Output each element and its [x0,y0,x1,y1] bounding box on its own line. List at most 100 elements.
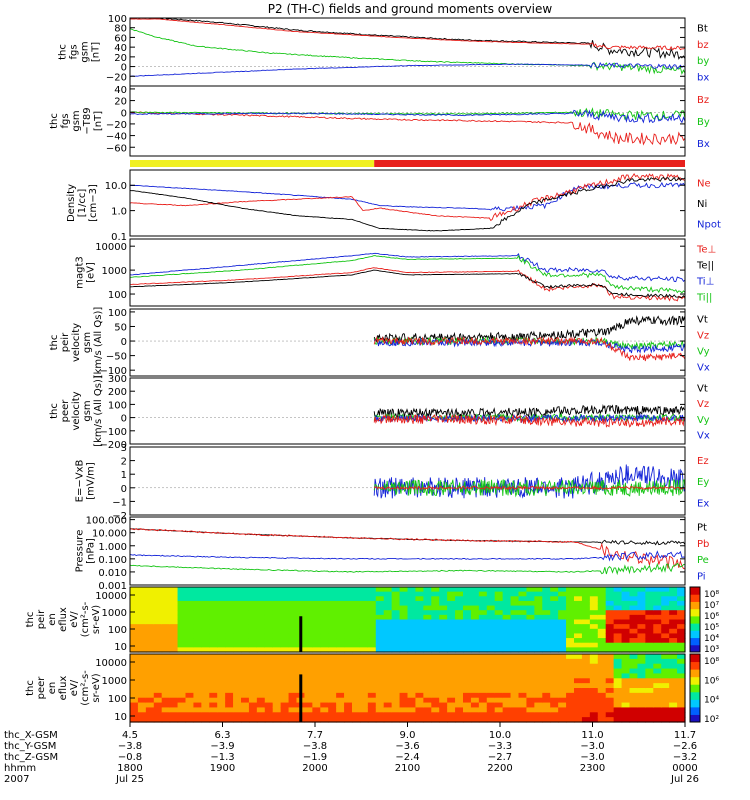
colorbar-segment [690,654,700,663]
spectrogram-cell [558,614,567,621]
spectrogram-cell [415,638,424,644]
spectrogram-cell [193,688,202,694]
legend-entry: Bx [697,139,710,150]
spectrogram-cell [137,605,147,611]
spectrogram-cell [645,596,654,602]
spectrogram-cell [407,692,417,699]
spectrogram-cell [550,717,559,723]
spectrogram-cell [248,717,258,723]
spectrogram-cell [256,610,266,616]
spectrogram-cell [288,600,298,607]
spectrogram-cell [542,658,551,665]
spectrogram-cell [526,658,535,665]
spectrogram-cell [510,707,520,713]
spectrogram-cell [169,688,179,694]
spectrogram-cell [542,624,551,630]
spectrogram-cell [574,668,583,675]
spectrogram-cell [288,587,298,593]
spectrogram-cell [439,642,448,648]
spectrogram-cell [161,605,171,611]
spectrogram-cell [661,658,670,665]
spectrogram-cell [677,678,686,684]
spectrogram-cell [621,654,631,660]
spectrogram-cell [653,614,662,621]
spectrogram-cell [320,688,329,694]
spectrogram-cell [661,717,670,723]
spectrogram-cell [209,642,218,648]
spectrogram-cell [359,619,369,625]
x-row-label: thc_Z-GSM [4,752,58,763]
spectrogram-cell [391,707,401,713]
y-tick-label: 1 [121,470,127,481]
spectrogram-cell [130,628,139,635]
spectrogram-cell [613,668,623,675]
spectrogram-cell [518,673,528,679]
spectrogram-cell [470,610,480,616]
spectrogram-cell [153,628,163,635]
spectrogram-cell [558,647,567,653]
spectrogram-cell [581,619,591,625]
spectrogram-cell [217,678,226,684]
spectrogram-cell [629,673,639,679]
spectrogram-cell [502,587,512,593]
colorbar-segment [690,661,700,670]
spectrogram-cell [637,683,646,689]
spectrogram-cell [185,712,195,718]
spectrogram-cell [177,668,187,675]
spectrogram-cell [177,712,187,718]
spectrogram-cell [320,605,329,611]
spectrogram-cell [201,688,210,694]
spectrogram-cell [589,673,599,679]
spectrogram-cell [423,638,432,644]
panel-ylabel-line: eflux [58,676,69,701]
spectrogram-cell [581,600,591,607]
spectrogram-cell [344,642,353,648]
y-tick-label: 0 [121,484,127,495]
y-tick-label: 0.100 [98,555,127,566]
spectrogram-cell [336,638,345,644]
spectrogram-cell [542,642,551,648]
spectrogram-cell [502,614,512,621]
spectrogram-cell [526,712,535,718]
spectrogram-cell [455,633,464,639]
spectrogram-cell [677,619,686,625]
spectrogram-cell [605,717,615,723]
spectrogram-cell [455,707,464,713]
spectrogram-cell [169,663,179,670]
spectrogram-cell [463,683,472,689]
spectrogram-cell [153,638,163,644]
spectrogram-cell [241,707,250,713]
spectrogram-cell [613,678,623,684]
spectrogram-cell [439,647,448,653]
spectrogram-cell [502,712,512,718]
spectrogram-cell [359,633,369,639]
spectrogram-cell [399,587,409,593]
spectrogram-cell [288,707,298,713]
spectrogram-cell [502,673,512,679]
spectrogram-cell [661,614,670,621]
spectrogram-cell [605,633,615,639]
spectrogram-cell [431,628,440,635]
spectrogram-cell [589,668,599,675]
spectrogram-cell [574,692,583,699]
spectrogram-cell [431,692,440,699]
spectrogram-cell [589,688,599,694]
spectrogram-cell [621,663,631,670]
spectrogram-cell [280,624,290,630]
panel-ylabel-line: velocity [71,323,82,362]
spectrogram-cell [264,591,274,597]
spectrogram-cell [439,717,448,723]
spectrogram-cell [209,614,218,621]
spectrogram-cell [447,688,456,694]
spectrogram-cell [526,697,535,704]
spectrogram-cell [439,633,448,639]
spectrogram-cell [344,587,353,593]
spectrogram-cell [137,692,147,699]
spectrogram-cell [399,678,409,684]
spectrogram-cell [241,678,250,684]
spectrogram-cell [439,614,448,621]
series-Ti⊥ [129,252,686,283]
spectrogram-cell [137,668,147,675]
spectrogram-cell [550,688,559,694]
spectrogram-cell [328,600,337,607]
